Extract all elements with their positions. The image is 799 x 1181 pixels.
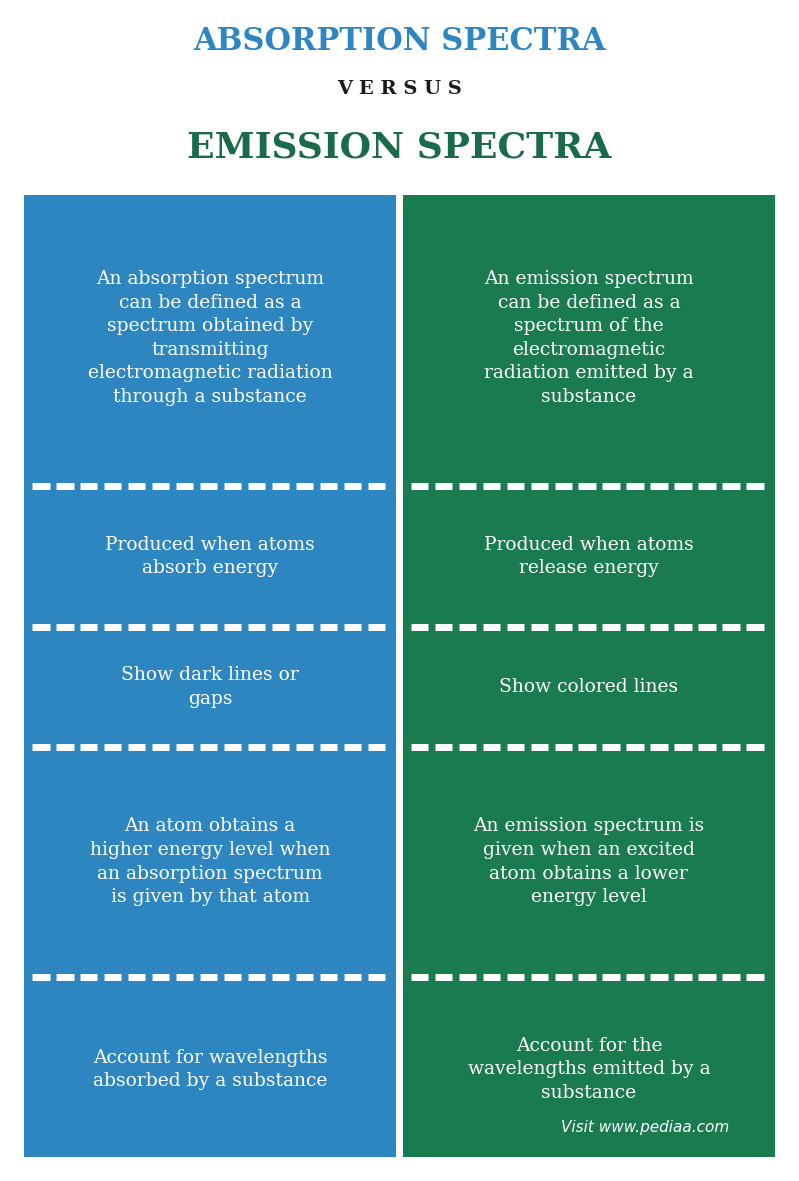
Text: Visit www.pediaa.com: Visit www.pediaa.com	[561, 1121, 729, 1135]
FancyBboxPatch shape	[403, 742, 775, 751]
Text: Show colored lines: Show colored lines	[499, 678, 678, 696]
Text: Produced when atoms
absorb energy: Produced when atoms absorb energy	[105, 536, 315, 578]
Text: Produced when atoms
release energy: Produced when atoms release energy	[484, 536, 694, 578]
Text: V E R S U S: V E R S U S	[337, 79, 462, 98]
FancyBboxPatch shape	[403, 490, 775, 622]
FancyBboxPatch shape	[24, 751, 396, 972]
FancyBboxPatch shape	[24, 195, 396, 481]
Text: ABSORPTION SPECTRA: ABSORPTION SPECTRA	[193, 26, 606, 57]
FancyBboxPatch shape	[24, 622, 396, 632]
FancyBboxPatch shape	[24, 972, 396, 981]
FancyBboxPatch shape	[403, 632, 775, 742]
Text: An absorption spectrum
can be defined as a
spectrum obtained by
transmitting
ele: An absorption spectrum can be defined as…	[88, 270, 332, 406]
FancyBboxPatch shape	[24, 490, 396, 622]
Text: EMISSION SPECTRA: EMISSION SPECTRA	[187, 131, 612, 164]
FancyBboxPatch shape	[403, 195, 775, 481]
FancyBboxPatch shape	[403, 622, 775, 632]
Text: An emission spectrum
can be defined as a
spectrum of the
electromagnetic
radiati: An emission spectrum can be defined as a…	[484, 270, 694, 406]
FancyBboxPatch shape	[24, 481, 396, 490]
FancyBboxPatch shape	[24, 981, 396, 1157]
FancyBboxPatch shape	[403, 481, 775, 490]
Text: An atom obtains a
higher energy level when
an absorption spectrum
is given by th: An atom obtains a higher energy level wh…	[89, 817, 331, 906]
FancyBboxPatch shape	[403, 972, 775, 981]
Text: An emission spectrum is
given when an excited
atom obtains a lower
energy level: An emission spectrum is given when an ex…	[473, 817, 705, 906]
Text: Account for wavelengths
absorbed by a substance: Account for wavelengths absorbed by a su…	[93, 1049, 328, 1090]
Text: Account for the
wavelengths emitted by a
substance: Account for the wavelengths emitted by a…	[467, 1037, 710, 1102]
Text: Show dark lines or
gaps: Show dark lines or gaps	[121, 666, 299, 707]
FancyBboxPatch shape	[403, 751, 775, 972]
FancyBboxPatch shape	[403, 981, 775, 1157]
FancyBboxPatch shape	[24, 742, 396, 751]
FancyBboxPatch shape	[24, 632, 396, 742]
